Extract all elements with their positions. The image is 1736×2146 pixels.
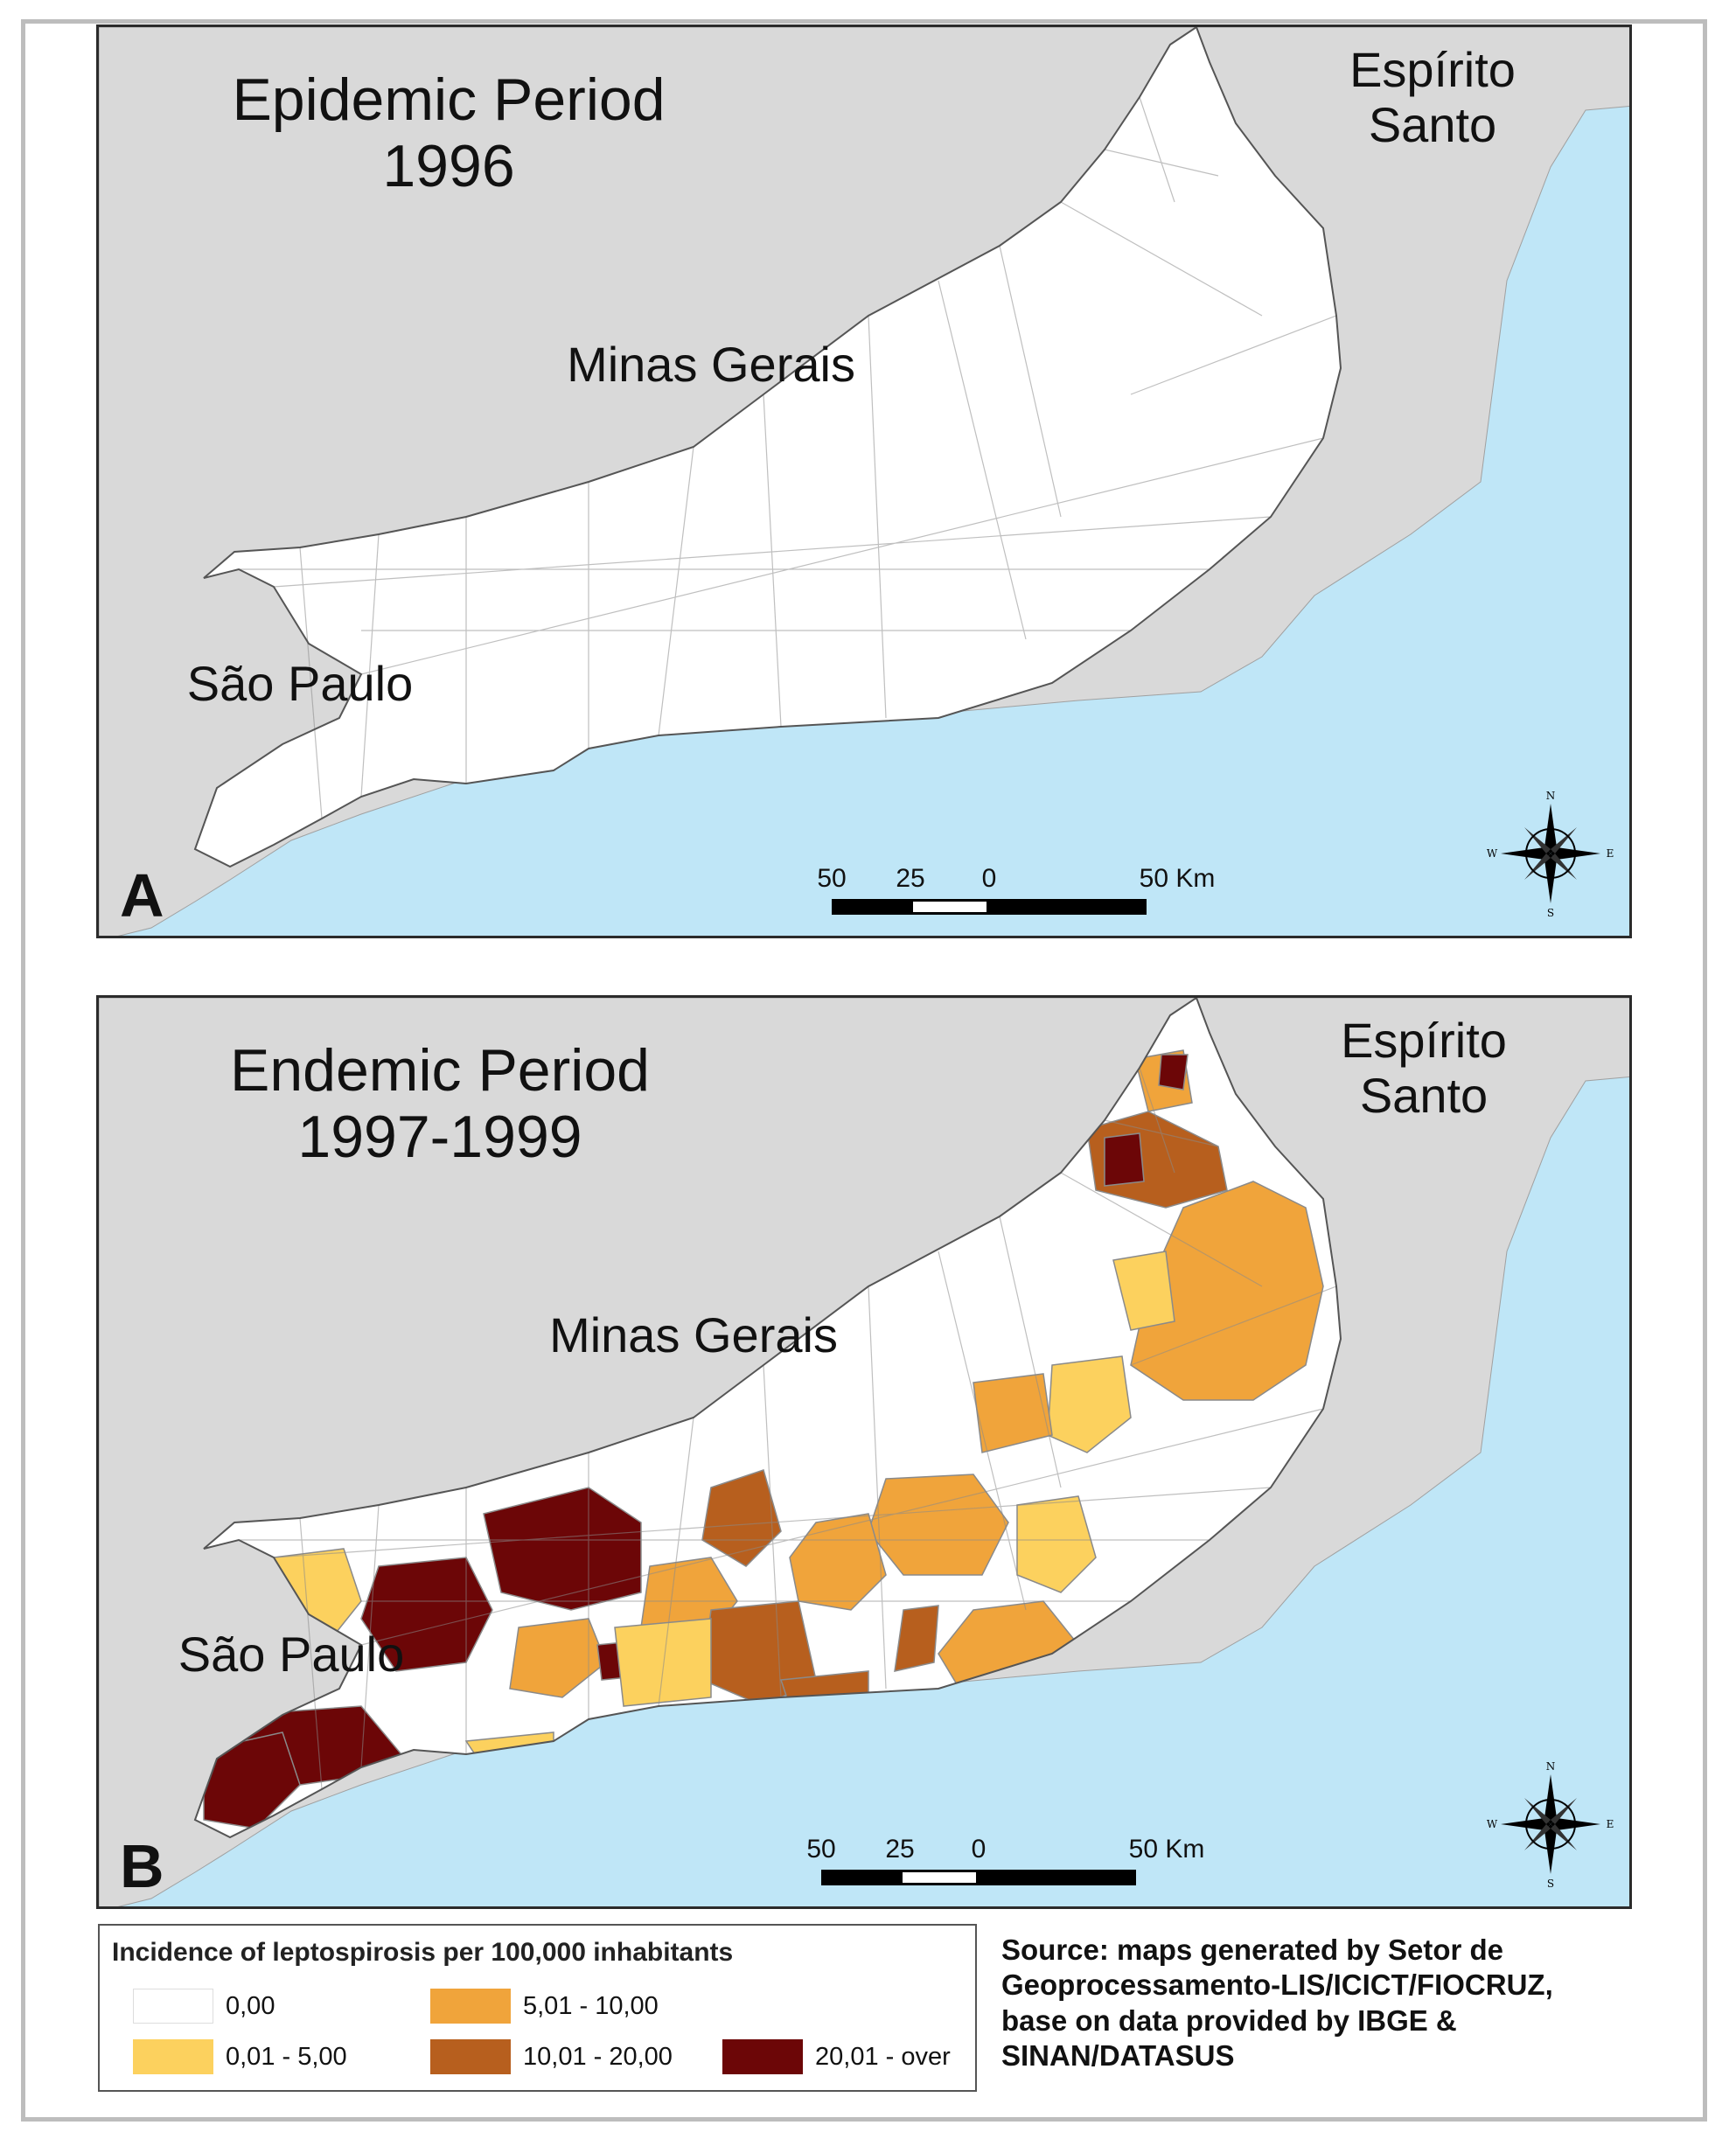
label-sao-paulo: São Paulo — [186, 656, 414, 711]
legend-title: Incidence of leptospirosis per 100,000 i… — [112, 1938, 734, 1967]
legend-label: 10,01 - 20,00 — [523, 2043, 673, 2071]
municipality — [1112, 1251, 1175, 1331]
legend-label: 0,01 - 5,00 — [226, 2043, 347, 2071]
municipality — [701, 1469, 782, 1567]
municipality — [779, 1670, 869, 1733]
label-espirito-santo-line2: Santo — [1359, 1067, 1488, 1123]
compass-svg: N S E W — [1487, 1760, 1614, 1890]
map-panel-endemic: Endemic Period 1997-1999 Espírito Santo … — [96, 995, 1632, 1909]
scale-segment — [989, 899, 1147, 915]
map-title-year: 1996 — [382, 133, 515, 200]
legend-swatch — [430, 1989, 511, 2024]
legend-label: 20,01 - over — [815, 2043, 951, 2071]
compass-e: E — [1607, 847, 1614, 860]
rio-de-janeiro-state — [195, 27, 1341, 867]
source-note: Source: maps generated by Setor de Geopr… — [1001, 1933, 1692, 2073]
map-b-svg — [99, 998, 1629, 1906]
state-outline — [193, 27, 1342, 868]
source-line: Source: maps generated by Setor de — [1001, 1933, 1504, 1966]
legend-swatch — [430, 2039, 511, 2074]
label-espirito-santo: Espírito Santo — [1293, 1013, 1555, 1123]
municipality — [587, 1705, 773, 1768]
map-title-period: Endemic Period — [229, 1037, 651, 1104]
label-espirito-santo: Espírito Santo — [1301, 42, 1564, 152]
label-minas-gerais: Minas Gerais — [567, 337, 855, 392]
municipality — [370, 827, 431, 858]
scale-bar: 50 25 0 50 Km — [817, 864, 1215, 916]
panel-letter-b: B — [120, 1832, 164, 1900]
compass-w: W — [1487, 1818, 1498, 1830]
municipality — [203, 1731, 301, 1829]
compass-n: N — [1546, 790, 1556, 802]
scale-segment — [979, 1870, 1136, 1885]
compass-s: S — [1547, 907, 1554, 919]
municipal-boundaries — [239, 1067, 1337, 1790]
scale-tick: 0 — [971, 1835, 987, 1864]
map-a-svg — [99, 27, 1629, 936]
scale-tick: 50 Km — [1139, 864, 1216, 893]
scale-tick: 0 — [981, 864, 997, 893]
label-espirito-santo-line1: Espírito — [1349, 42, 1516, 97]
scale-tick: 25 — [896, 864, 925, 893]
map-title-year: 1997-1999 — [297, 1104, 582, 1171]
municipality — [589, 735, 772, 797]
municipality — [789, 1513, 887, 1611]
municipality — [1104, 1132, 1145, 1187]
label-espirito-santo-line1: Espírito — [1341, 1013, 1507, 1068]
compass-rose-icon: N S E W — [1485, 1759, 1616, 1890]
scale-tick: 50 Km — [1128, 1835, 1205, 1864]
map-title: Endemic Period 1997-1999 — [186, 1037, 694, 1170]
map-title-period: Epidemic Period — [232, 66, 666, 133]
municipality — [368, 1797, 433, 1829]
scale-tick: 25 — [885, 1835, 915, 1864]
municipality — [973, 1373, 1053, 1453]
compass-e: E — [1607, 1818, 1614, 1830]
municipality — [614, 1618, 712, 1707]
municipality — [1016, 1495, 1097, 1593]
map-title: Epidemic Period 1996 — [195, 66, 702, 199]
scale-segment — [910, 899, 989, 915]
municipality — [1158, 1054, 1189, 1090]
scale-tick: 50 — [806, 1835, 836, 1864]
label-minas-gerais: Minas Gerais — [549, 1307, 838, 1362]
municipality — [894, 1605, 939, 1672]
compass-n: N — [1546, 1760, 1556, 1773]
compass-svg: N S E W — [1487, 790, 1614, 919]
municipal-boundaries — [239, 96, 1337, 819]
scale-segment — [900, 1870, 979, 1885]
legend-swatch — [133, 2039, 213, 2074]
legend-label: 5,01 - 10,00 — [523, 1992, 659, 2020]
source-line: Geoprocessamento-LIS/ICICT/FIOCRUZ, — [1001, 1968, 1553, 2002]
legend-label: 0,00 — [226, 1992, 275, 2020]
legend-swatch — [722, 2039, 803, 2074]
label-sao-paulo: São Paulo — [178, 1627, 405, 1682]
label-espirito-santo-line2: Santo — [1368, 96, 1497, 152]
source-line: base on data provided by IBGE & — [1001, 2003, 1457, 2037]
scale-tick: 50 — [817, 864, 847, 893]
compass-w: W — [1487, 847, 1498, 860]
map-legend: Incidence of leptospirosis per 100,000 i… — [98, 1924, 977, 2092]
panel-letter-a: A — [120, 861, 164, 930]
compass-rose-icon: N S E W — [1485, 788, 1616, 919]
map-panel-epidemic: Epidemic Period 1996 Espírito Santo Mina… — [96, 24, 1632, 938]
scale-segment — [821, 1870, 900, 1885]
scale-segment — [832, 899, 910, 915]
state-outline — [193, 998, 1342, 1839]
source-line: SINAN/DATASUS — [1001, 2038, 1235, 2072]
scale-bar: 50 25 0 50 Km — [806, 1835, 1204, 1887]
compass-s: S — [1547, 1878, 1554, 1890]
legend-swatch — [133, 1989, 213, 2024]
municipality — [509, 1618, 607, 1698]
